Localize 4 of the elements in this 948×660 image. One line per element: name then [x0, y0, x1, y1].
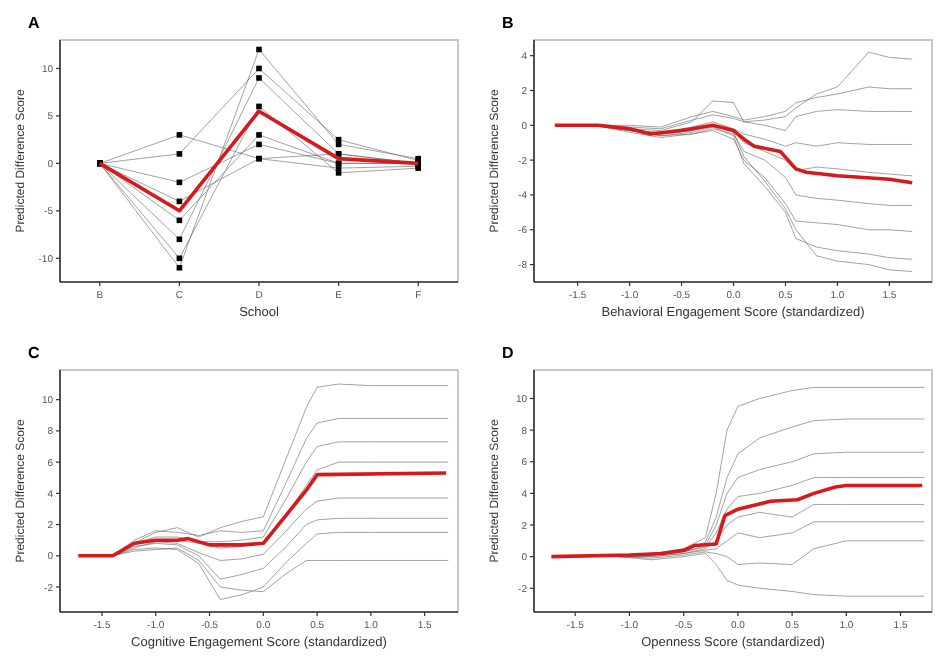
chart-title: D — [502, 344, 514, 362]
chart-title: C — [28, 344, 40, 362]
chart-title: A — [28, 14, 40, 32]
chart-title: B — [502, 14, 514, 32]
